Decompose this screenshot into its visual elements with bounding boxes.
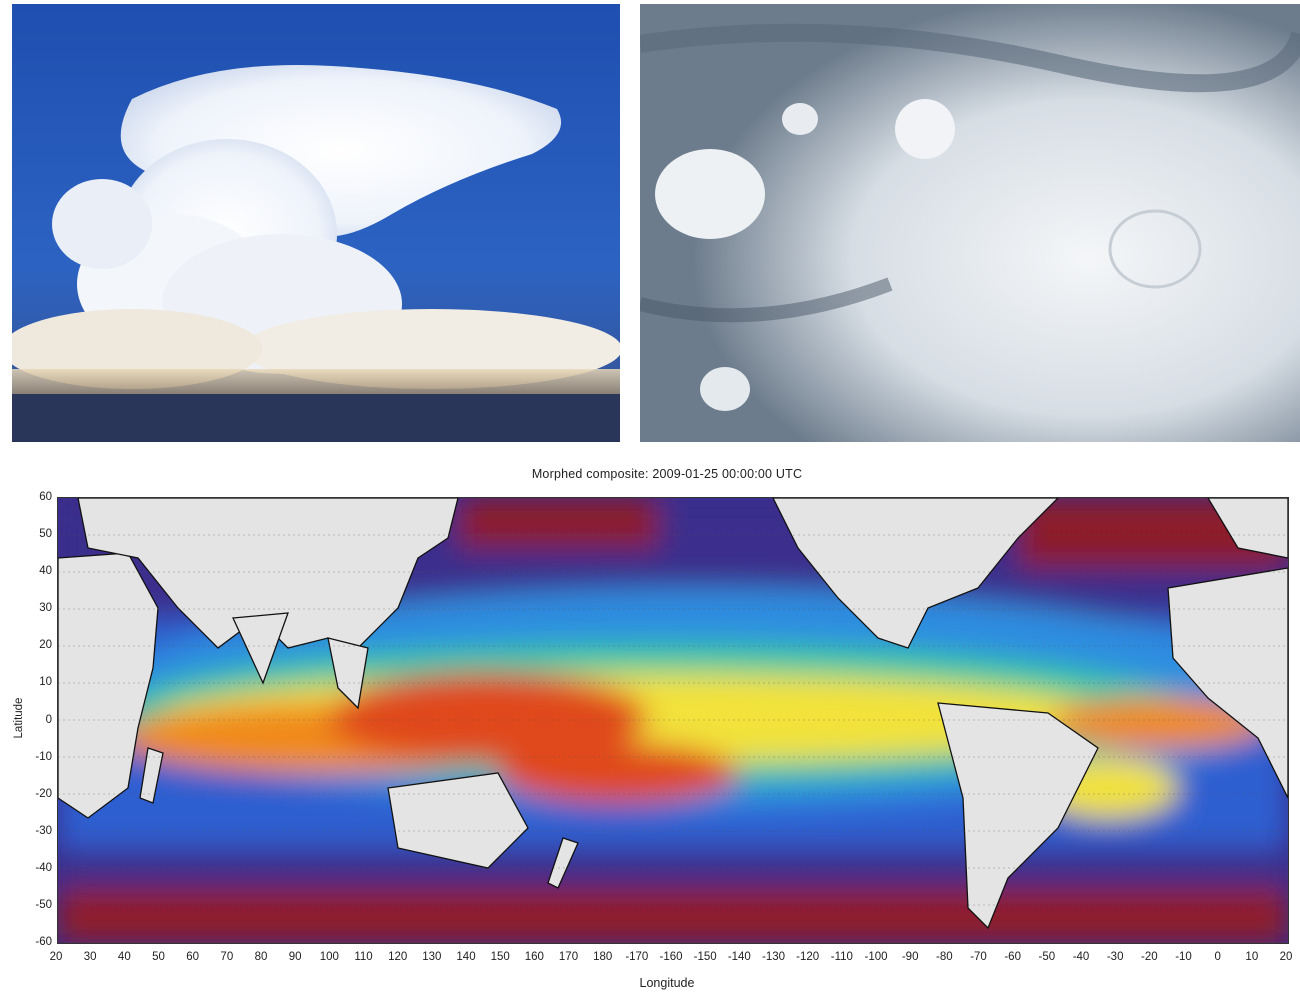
x-tick-label: 30 xyxy=(83,951,97,963)
x-tick-label: -170 xyxy=(625,951,649,963)
x-tick-label: -10 xyxy=(1175,951,1192,963)
x-tick-label: 70 xyxy=(220,951,234,963)
x-tick-label: -120 xyxy=(796,951,820,963)
x-tick-label: 140 xyxy=(456,951,476,963)
x-tick-label: -130 xyxy=(761,951,786,963)
x-tick-label: 80 xyxy=(254,951,268,963)
y-tick-label: -30 xyxy=(35,824,52,837)
x-tick-label: -60 xyxy=(1004,951,1021,963)
x-tick-label: 130 xyxy=(422,951,442,963)
precipitable-water-map xyxy=(57,497,1289,944)
x-tick-label: 160 xyxy=(524,951,544,963)
x-tick-label: -100 xyxy=(864,951,888,963)
x-tick-label: -20 xyxy=(1141,951,1158,963)
y-tick-label: 50 xyxy=(39,528,52,541)
x-tick-label: 20 xyxy=(1279,951,1293,963)
x-axis-label: Longitude xyxy=(639,976,695,990)
x-tick-label: 60 xyxy=(186,951,200,963)
x-tick-label: 180 xyxy=(593,951,613,963)
x-tick-label: -80 xyxy=(936,951,953,963)
x-tick-label: -40 xyxy=(1072,951,1090,963)
x-tick-label: -110 xyxy=(830,951,853,963)
x-tick-label: 100 xyxy=(319,951,339,963)
y-tick-label: 30 xyxy=(39,602,52,615)
y-tick-label: -50 xyxy=(35,898,52,911)
y-tick-label: -10 xyxy=(35,750,52,763)
x-tick-label: -50 xyxy=(1038,951,1056,963)
x-tick-label: -150 xyxy=(693,951,717,963)
x-tick-label: 40 xyxy=(117,951,131,963)
y-tick-label: 20 xyxy=(39,639,52,652)
y-tick-label: 60 xyxy=(39,491,52,503)
y-tick-label: -40 xyxy=(35,861,52,874)
x-tick-label: 120 xyxy=(388,951,408,963)
x-tick-label: 10 xyxy=(1245,951,1259,963)
map-title: Morphed composite: 2009-01-25 00:00:00 U… xyxy=(531,467,803,481)
satellite-convection-photo xyxy=(640,4,1300,442)
x-tick-label: -140 xyxy=(727,951,751,963)
y-tick-label: -60 xyxy=(35,936,52,948)
x-tick-label: 150 xyxy=(490,951,510,963)
x-tick-label: 50 xyxy=(152,951,165,963)
y-tick-label: -20 xyxy=(35,787,52,800)
x-tick-label: 110 xyxy=(354,951,373,963)
x-tick-label: 0 xyxy=(1214,951,1221,963)
x-tick-label: 20 xyxy=(49,951,63,963)
x-tick-label: 90 xyxy=(288,951,302,963)
x-tick-label: -160 xyxy=(659,951,683,963)
x-tick-label: -70 xyxy=(970,951,987,963)
y-tick-label: 0 xyxy=(45,713,52,726)
x-tick-label: -30 xyxy=(1106,951,1124,963)
x-tick-label: 170 xyxy=(558,951,579,963)
y-tick-label: 10 xyxy=(39,676,52,689)
cumulonimbus-photo xyxy=(12,4,620,442)
y-tick-label: 40 xyxy=(39,565,52,578)
x-tick-label: -90 xyxy=(901,951,919,963)
